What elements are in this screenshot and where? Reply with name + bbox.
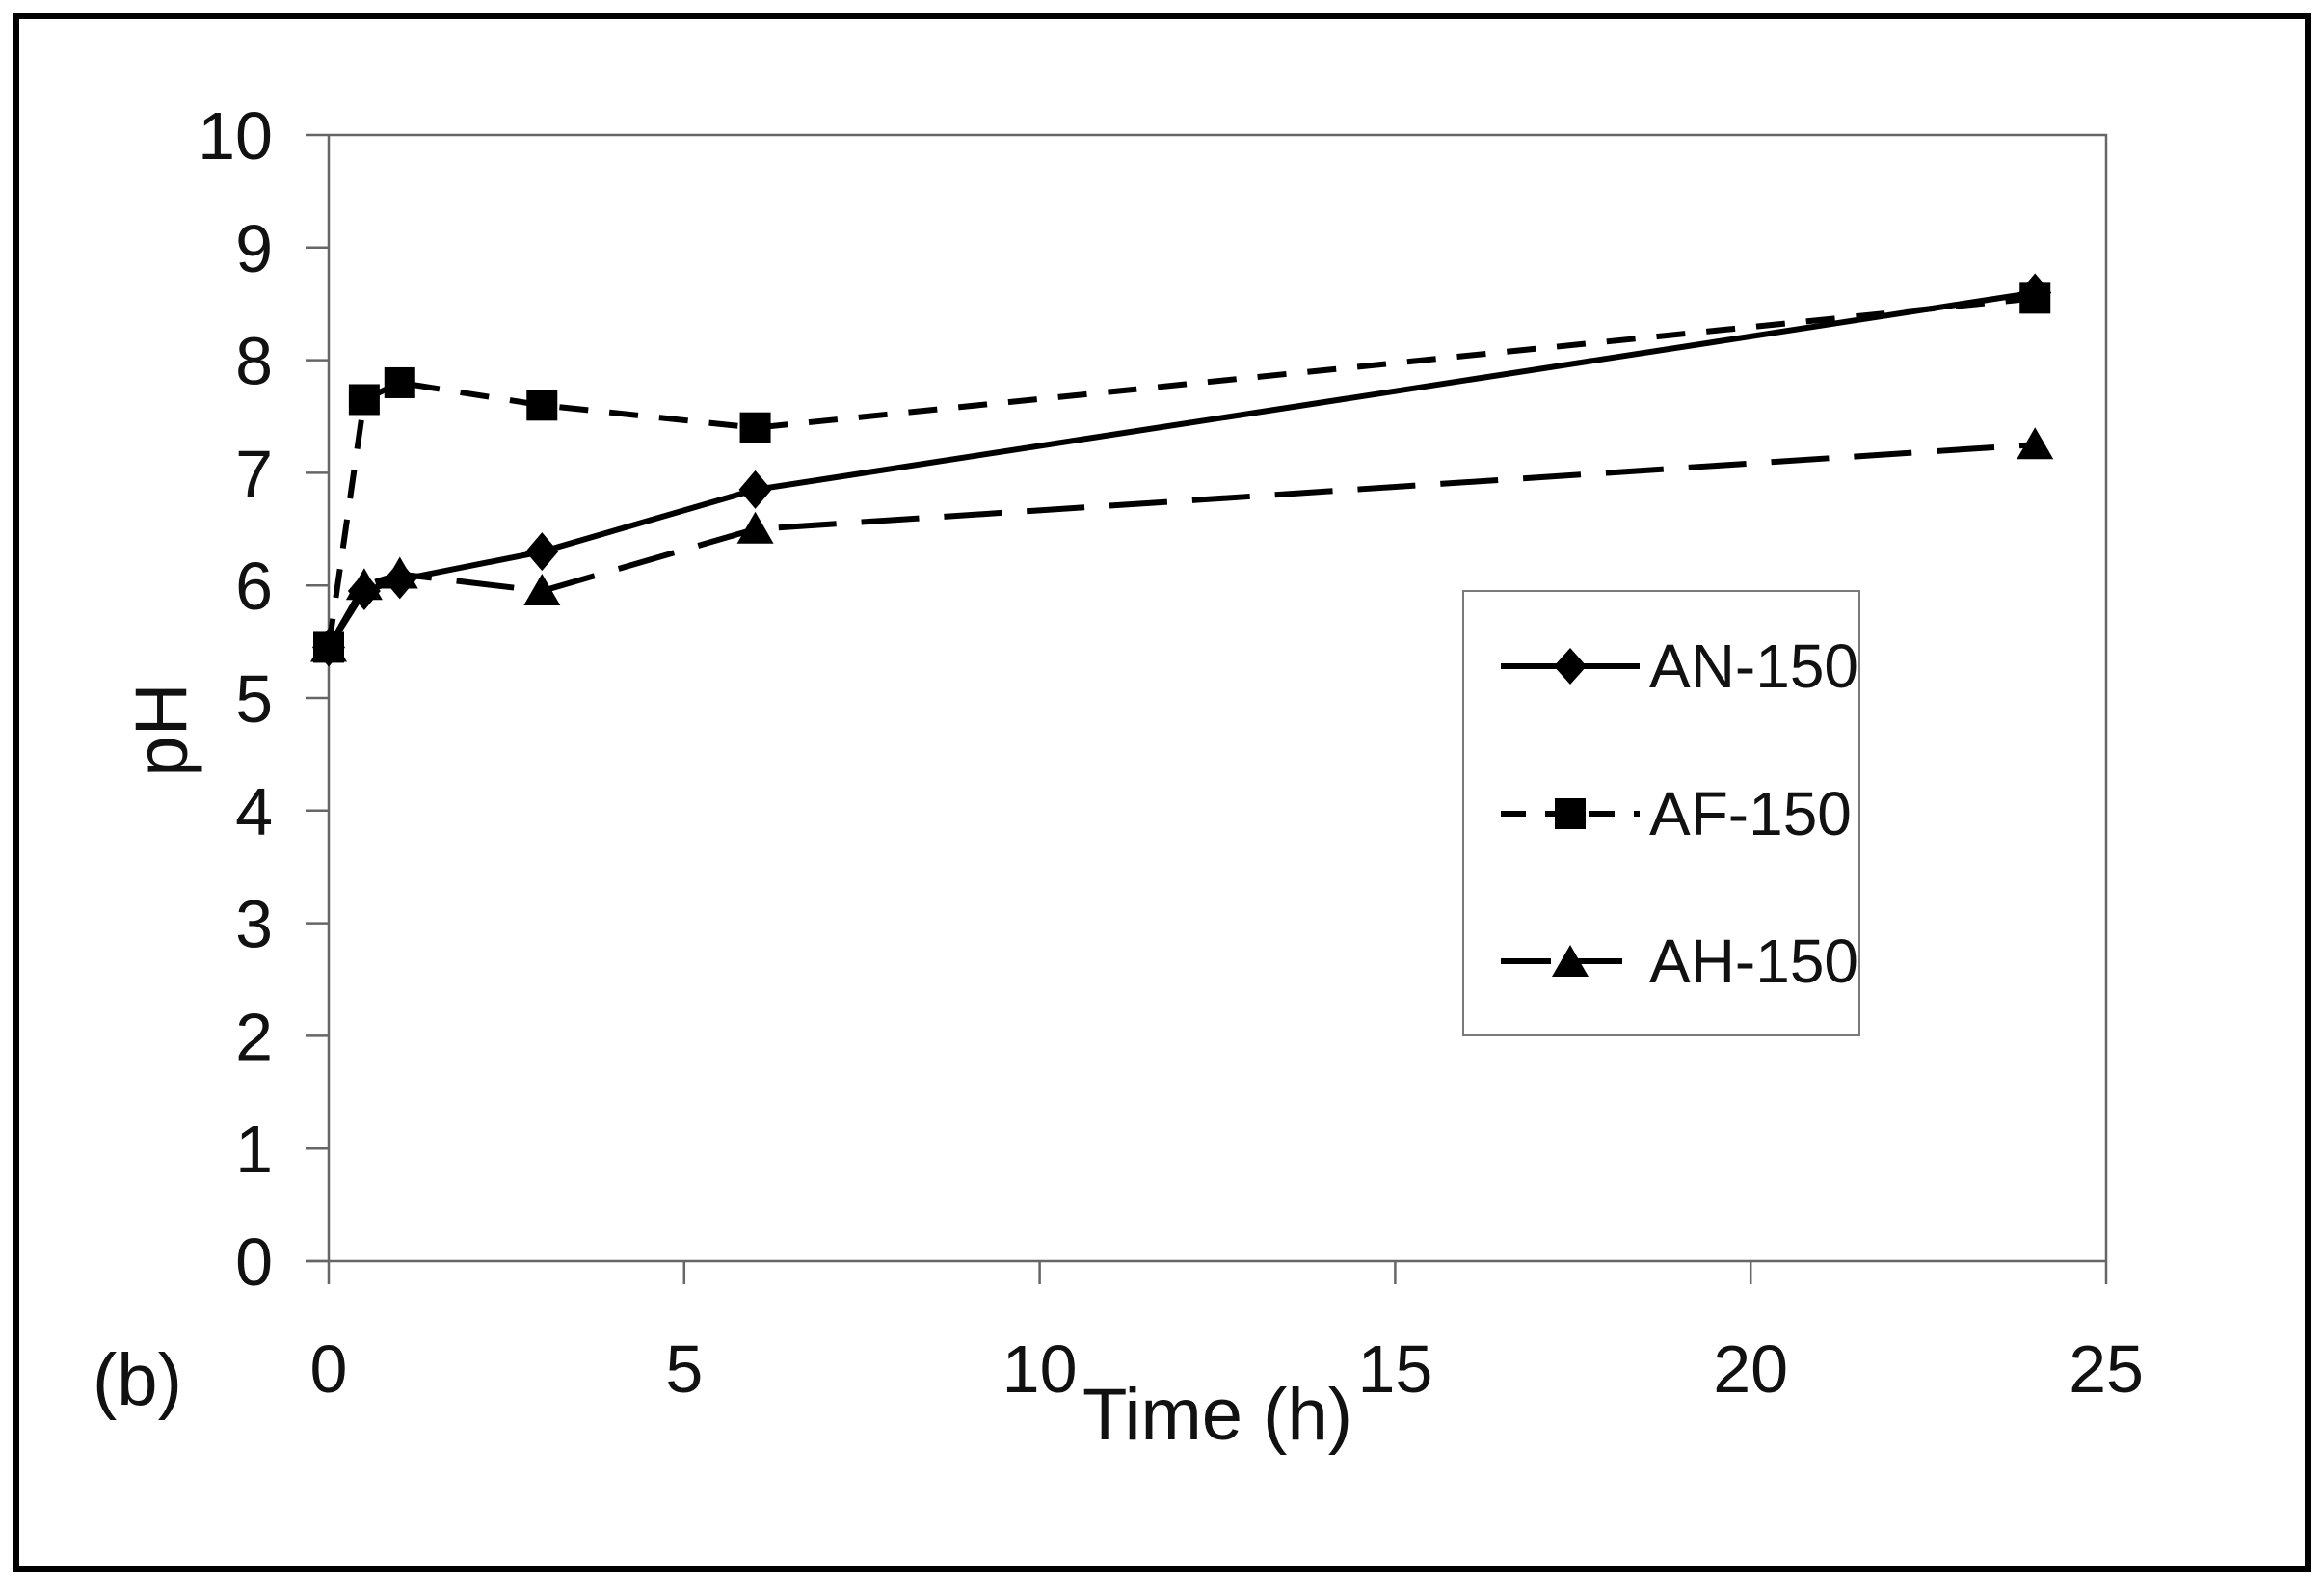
x-tick-label: 20 (1713, 1331, 1788, 1407)
y-tick-label: 2 (235, 999, 273, 1074)
y-tick-label: 10 (198, 98, 273, 174)
x-tick-label: 15 (1357, 1331, 1432, 1407)
marker-square (348, 384, 380, 416)
x-tick-label: 25 (2069, 1331, 2144, 1407)
marker-triangle (310, 630, 347, 662)
y-tick-label: 1 (235, 1112, 273, 1187)
marker-square (2019, 282, 2051, 314)
legend-label-an-150: AN-150 (1649, 631, 1858, 701)
legend-label-af-150: AF-150 (1649, 778, 1852, 848)
x-axis-title: Time (h) (1082, 1374, 1353, 1456)
y-tick-label: 4 (235, 774, 273, 849)
marker-square (526, 390, 558, 421)
legend-row-an-150: AN-150 (1497, 631, 1858, 702)
y-tick-label: 6 (235, 549, 273, 624)
plot-frame (329, 133, 2108, 1261)
marker-square (384, 366, 415, 398)
marker-triangle (736, 511, 774, 544)
x-tick-label: 5 (665, 1331, 703, 1407)
legend-sample-line-square (1501, 797, 1640, 829)
marker-square (739, 412, 771, 443)
marker-triangle (523, 574, 561, 606)
x-axis-ticks: 0 5 10 15 20 25 (310, 1261, 2144, 1407)
panel-label: (b) (93, 1339, 182, 1421)
series-ah-150 (310, 427, 2054, 662)
x-tick-label: 10 (1002, 1331, 1078, 1407)
legend-row-ah-150: AH-150 (1497, 926, 1858, 997)
y-tick-label: 8 (235, 324, 273, 399)
series-line (326, 442, 2036, 649)
marker-diamond (525, 532, 559, 572)
y-axis-title: pH (120, 683, 203, 777)
legend-label-ah-150: AH-150 (1649, 926, 1858, 996)
series-line (326, 295, 2036, 648)
figure-border (13, 13, 2311, 1572)
legend-row-af-150: AF-150 (1497, 778, 1858, 849)
marker-triangle (381, 556, 418, 589)
legend-sample-line-triangle (1501, 944, 1640, 977)
marker-diamond (738, 470, 772, 509)
legend-box: AN-150 AF-150 AH-150 (1462, 590, 1860, 1036)
series-af-150 (313, 282, 2051, 663)
y-tick-label: 0 (235, 1224, 273, 1300)
y-tick-label: 9 (235, 211, 273, 286)
x-tick-label: 0 (310, 1331, 348, 1407)
marker-triangle (345, 568, 383, 601)
y-tick-label: 5 (235, 661, 273, 737)
marker-triangle (2017, 427, 2054, 460)
y-tick-label: 7 (235, 436, 273, 511)
y-axis-ticks: 0 1 2 3 4 5 6 7 8 9 10 (198, 98, 329, 1300)
y-tick-label: 3 (235, 887, 273, 962)
legend-sample-line-diamond (1501, 647, 1640, 685)
